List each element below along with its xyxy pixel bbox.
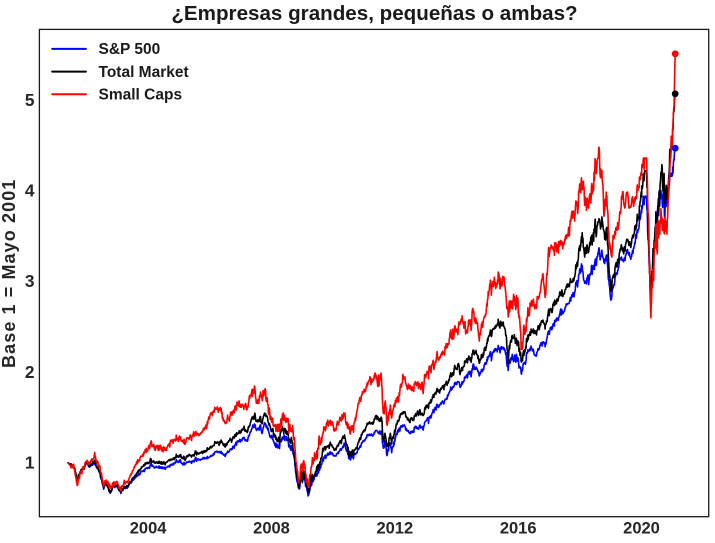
svg-text:1: 1 [25,453,35,473]
svg-text:4: 4 [25,181,35,201]
svg-text:5: 5 [25,90,35,110]
svg-text:Base 1 = Mayo 2001: Base 1 = Mayo 2001 [0,179,19,368]
svg-text:Small Caps: Small Caps [99,87,183,104]
svg-text:S&P 500: S&P 500 [99,41,161,58]
svg-text:2008: 2008 [253,520,290,538]
svg-text:Total Market: Total Market [99,64,189,81]
svg-text:2012: 2012 [376,520,413,538]
svg-text:3: 3 [25,271,35,291]
svg-text:2004: 2004 [130,520,168,538]
svg-text:2: 2 [25,362,35,382]
svg-text:¿Empresas grandes, pequeñas o: ¿Empresas grandes, pequeñas o ambas? [171,2,577,25]
svg-text:2016: 2016 [500,520,537,538]
svg-text:2020: 2020 [623,520,660,538]
